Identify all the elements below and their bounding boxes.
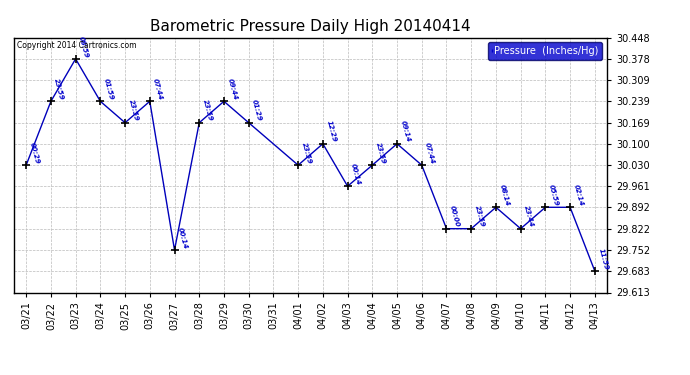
Text: 08:59: 08:59	[78, 35, 90, 58]
Text: 12:29: 12:29	[326, 120, 337, 143]
Text: 23:59: 23:59	[375, 141, 386, 165]
Text: 23:59: 23:59	[301, 141, 312, 165]
Text: 02:14: 02:14	[573, 184, 584, 207]
Text: 23:59: 23:59	[53, 78, 65, 101]
Text: 08:14: 08:14	[498, 184, 510, 207]
Text: Copyright 2014 Cartronics.com: Copyright 2014 Cartronics.com	[17, 41, 136, 50]
Text: 07:44: 07:44	[152, 78, 164, 101]
Text: 00:14: 00:14	[350, 163, 362, 186]
Text: 01:29: 01:29	[251, 99, 263, 122]
Text: 00:29: 00:29	[29, 141, 40, 165]
Text: 09:14: 09:14	[400, 120, 411, 143]
Title: Barometric Pressure Daily High 20140414: Barometric Pressure Daily High 20140414	[150, 18, 471, 33]
Text: 23:59: 23:59	[201, 99, 213, 122]
Text: 00:00: 00:00	[449, 205, 460, 228]
Text: 11:59: 11:59	[598, 248, 609, 270]
Text: 09:44: 09:44	[226, 78, 238, 101]
Text: 01:59: 01:59	[103, 78, 115, 101]
Text: 23:59: 23:59	[474, 205, 485, 228]
Text: 07:44: 07:44	[424, 141, 436, 165]
Text: 23:59: 23:59	[128, 99, 139, 122]
Text: 00:14: 00:14	[177, 226, 188, 249]
Text: 23:44: 23:44	[523, 205, 535, 228]
Text: 05:59: 05:59	[548, 184, 560, 207]
Legend: Pressure  (Inches/Hg): Pressure (Inches/Hg)	[489, 42, 602, 60]
